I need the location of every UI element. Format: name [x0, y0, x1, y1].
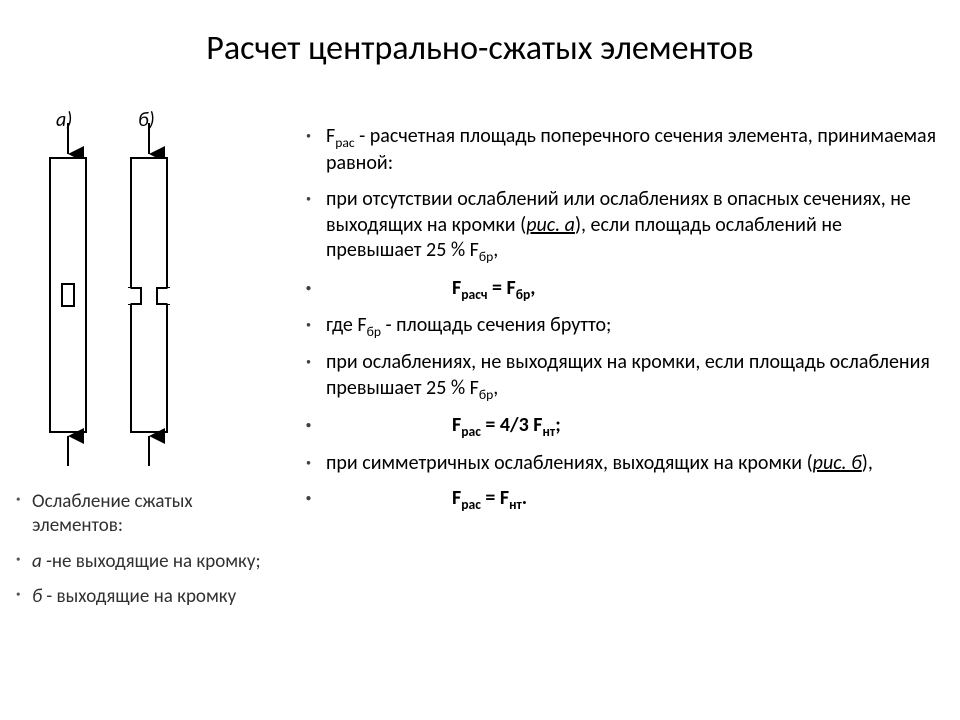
diagram-svg [36, 108, 236, 468]
caption-line-1: Ослабление сжатых элементов: [16, 490, 276, 538]
f3-a: F [452, 486, 461, 510]
b3-a: где F [326, 313, 367, 337]
f2-s1: рас [461, 423, 481, 440]
diagram-label-a: а) [56, 108, 72, 132]
b2-c: , [493, 238, 498, 262]
caption-b-italic: б [32, 585, 42, 608]
f3-e: . [522, 486, 527, 510]
caption-b-text: - выходящие на кромку [42, 585, 236, 608]
b4-b: , [493, 376, 498, 400]
slide-title: Расчет центрально-сжатых элементов [0, 28, 960, 69]
b4-sub: бр [479, 386, 493, 403]
b5-b: ), [862, 451, 873, 475]
b1-rest: - расчетная площадь поперечного сечения … [326, 124, 936, 175]
bullet-5: при симметричных ослаблениях, выходящих … [302, 451, 937, 477]
b1-f: F [326, 124, 335, 148]
bullet-1: Fрас - расчетная площадь поперечного сеч… [302, 124, 937, 177]
caption-line-2: а -не выходящие на кромку; [16, 550, 276, 574]
f3-s1: рас [461, 496, 481, 513]
weakening-diagram: а) б) [36, 108, 236, 468]
f2-e: ; [555, 413, 561, 437]
f1-s2: бр [516, 286, 531, 303]
f1-a: F [452, 276, 461, 300]
formula-3: Fрас = Fнт. [302, 486, 937, 513]
bullet-3: где Fбр - площадь сечения брутто; [302, 313, 937, 340]
caption-a-text: -не выходящие на кромку; [42, 550, 261, 573]
f2-a: F [452, 413, 461, 437]
f1-e: , [530, 276, 535, 300]
f3-s2: нт [509, 496, 522, 513]
bullet-2: при отсутствии ослаблений или ослабления… [302, 187, 937, 266]
b4-a: при ослаблениях, не выходящих на кромки,… [326, 350, 930, 400]
b2-sub: бр [479, 248, 493, 265]
f2-m: = 4/3 F [481, 413, 543, 437]
f3-m: = F [481, 486, 509, 510]
main-content: Fрас - расчетная площадь поперечного сеч… [302, 124, 937, 524]
formula-2: Fрас = 4/3 Fнт; [302, 413, 937, 440]
f1-m: = F [488, 276, 516, 300]
formula-1: Fрасч = Fбр, [302, 276, 937, 303]
b2-link: рис. а [526, 213, 575, 237]
diagram-label-b: б) [138, 108, 155, 132]
b3-b: - площадь сечения брутто; [381, 313, 611, 337]
caption-line-3: б - выходящие на кромку [16, 585, 276, 609]
b5-link: рис. б [813, 451, 862, 475]
b1-sub: рас [335, 134, 354, 151]
b3-sub: бр [367, 323, 381, 340]
caption-a-italic: а [32, 550, 42, 573]
bullet-4: при ослаблениях, не выходящих на кромки,… [302, 350, 937, 403]
b5-a: при симметричных ослаблениях, выходящих … [326, 451, 813, 475]
f1-s1: расч [461, 286, 487, 303]
f2-s2: нт [542, 423, 555, 440]
diagram-caption: Ослабление сжатых элементов: а -не выход… [16, 490, 276, 621]
